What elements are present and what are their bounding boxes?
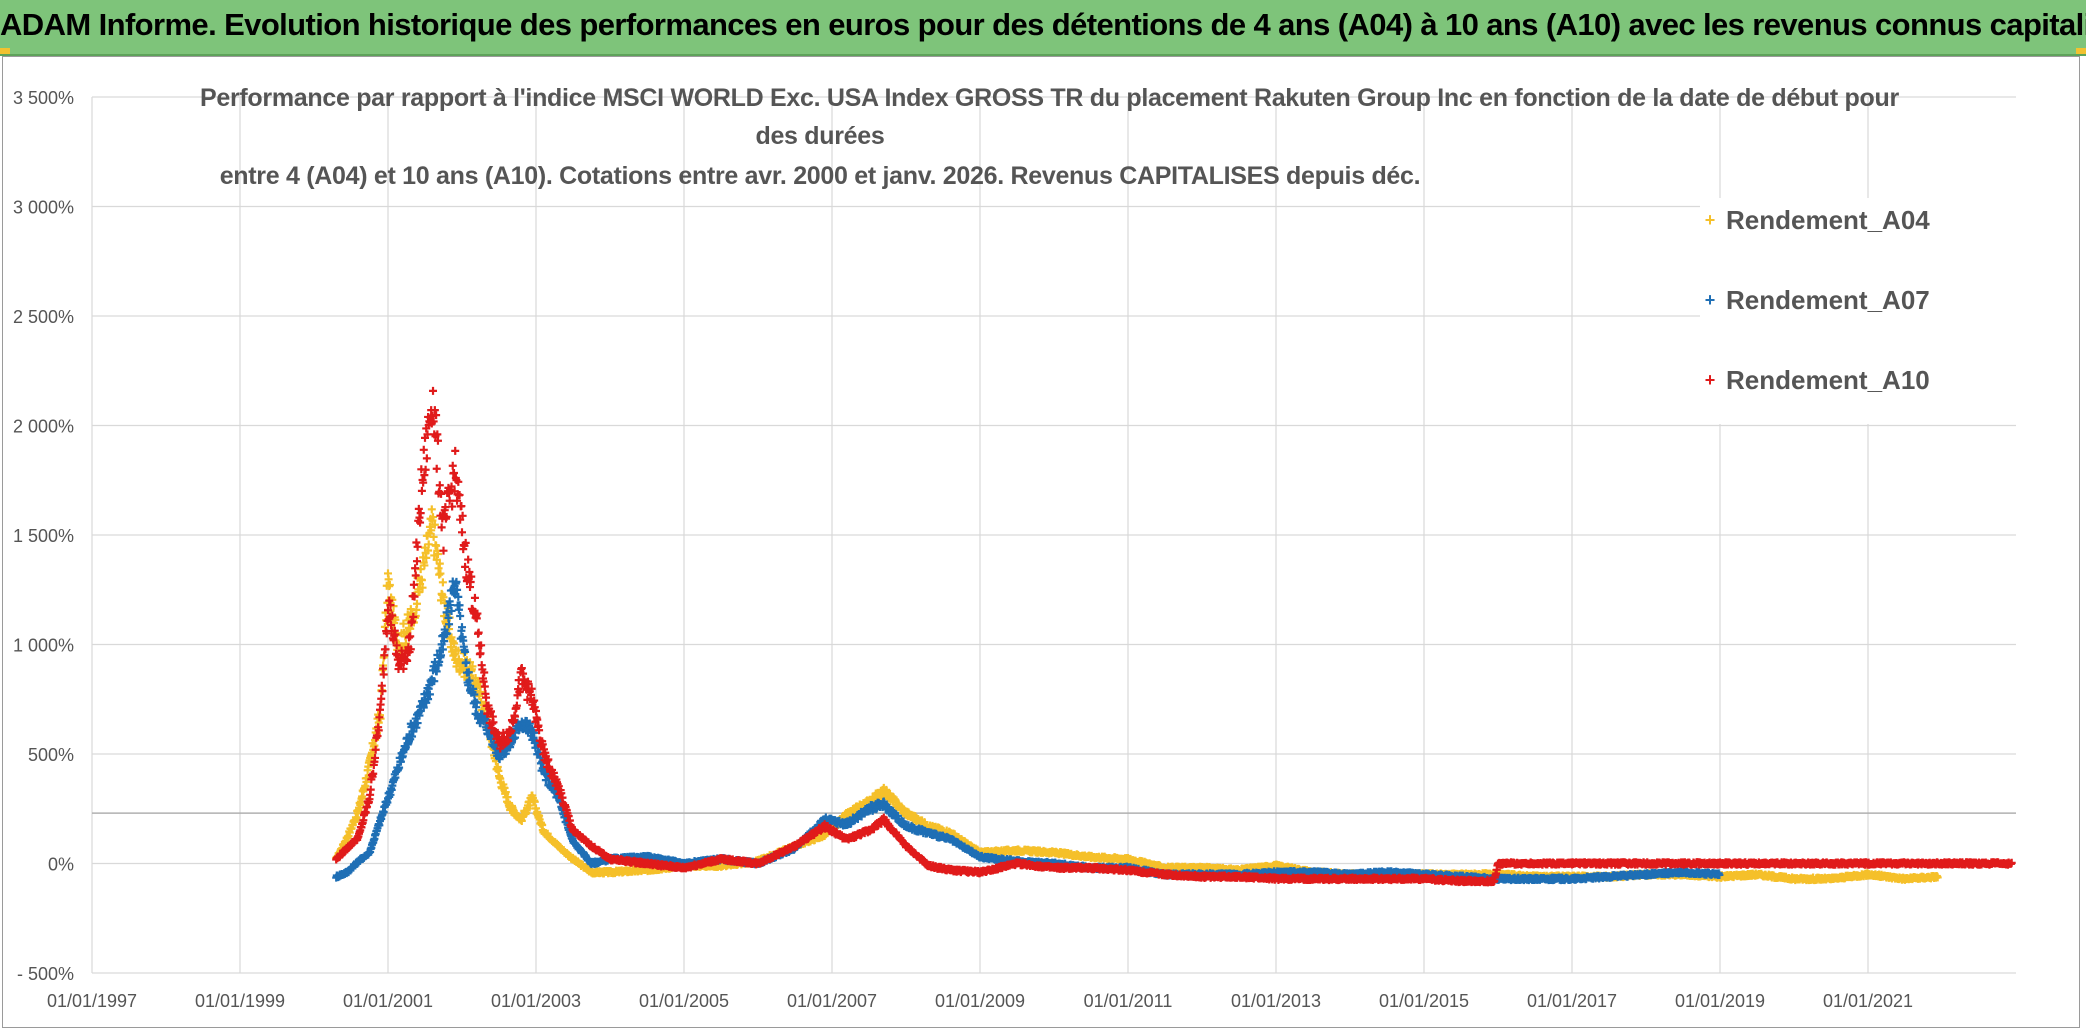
y-tick-label: 1 500%: [13, 526, 74, 546]
data-point-Rendement_A04: [438, 578, 447, 587]
data-point-Rendement_A10: [377, 694, 386, 703]
data-point-Rendement_A04: [433, 549, 442, 558]
data-point-Rendement_A04: [436, 569, 445, 578]
data-point-Rendement_A04: [427, 526, 436, 535]
data-point-Rendement_A10: [378, 687, 387, 696]
data-point-Rendement_A04: [399, 619, 408, 628]
data-point-Rendement_A04: [476, 688, 485, 697]
corner-accent-right: [2076, 48, 2086, 54]
data-point-Rendement_A04: [384, 575, 393, 584]
data-point-Rendement_A04: [525, 801, 534, 810]
data-point-Rendement_A04: [361, 781, 370, 790]
data-point-Rendement_A04: [429, 532, 438, 541]
data-point-Rendement_A04: [418, 583, 427, 592]
data-point-Rendement_A04: [449, 651, 458, 660]
y-tick-label: 1 000%: [13, 636, 74, 656]
data-point-Rendement_A07: [456, 612, 465, 621]
series-Rendement_A10: [332, 386, 2016, 887]
data-point-Rendement_A04: [391, 615, 400, 624]
data-point-Rendement_A04: [430, 520, 439, 529]
x-tick-label: 01/01/2007: [787, 991, 877, 1011]
data-point-Rendement_A10: [379, 670, 388, 679]
chart-frame: [2, 56, 2080, 1028]
data-point-Rendement_A04: [530, 797, 539, 806]
corner-accent-left: [0, 48, 10, 54]
y-tick-label: 500%: [28, 745, 74, 765]
data-point-Rendement_A04: [432, 541, 441, 550]
x-tick-label: 01/01/1997: [47, 991, 137, 1011]
banner-title: ADAM Informe. Evolution historique des p…: [0, 7, 2086, 42]
y-tick-label: 3 500%: [13, 88, 74, 108]
data-point-Rendement_A04: [435, 559, 444, 568]
x-tick-label: 01/01/2021: [1823, 991, 1913, 1011]
y-tick-label: 2 000%: [13, 417, 74, 437]
data-point-Rendement_A04: [449, 639, 458, 648]
y-tick-label: 3 000%: [13, 198, 74, 218]
data-point-Rendement_A04: [417, 576, 426, 585]
data-point-Rendement_A04: [406, 624, 415, 633]
data-point-Rendement_A04: [363, 774, 372, 783]
data-point-Rendement_A04: [468, 662, 477, 671]
data-point-Rendement_A04: [420, 561, 429, 570]
x-tick-label: 01/01/2019: [1675, 991, 1765, 1011]
data-point-Rendement_A04: [424, 540, 433, 549]
x-tick-label: 01/01/2001: [343, 991, 433, 1011]
x-tick-label: 01/01/2015: [1379, 991, 1469, 1011]
data-point-Rendement_A04: [376, 714, 385, 723]
x-tick-label: 01/01/2013: [1231, 991, 1321, 1011]
data-point-Rendement_A04: [475, 692, 484, 701]
header-banner: ADAM Informe. Evolution historique des p…: [0, 0, 2086, 56]
y-tick-label: - 500%: [17, 964, 74, 984]
data-point-Rendement_A04: [380, 622, 389, 631]
x-tick-label: 01/01/2005: [639, 991, 729, 1011]
data-point-Rendement_A04: [447, 633, 456, 642]
data-point-Rendement_A04: [385, 580, 394, 589]
data-point-Rendement_A04: [352, 813, 361, 822]
x-tick-label: 01/01/1999: [195, 991, 285, 1011]
y-tick-label: 2 500%: [13, 307, 74, 327]
data-point-Rendement_A04: [415, 587, 424, 596]
y-tick-label: 0%: [48, 855, 74, 875]
x-tick-label: 01/01/2009: [935, 991, 1025, 1011]
x-tick-label: 01/01/2011: [1084, 991, 1173, 1011]
x-tick-label: 01/01/2017: [1527, 991, 1617, 1011]
data-point-Rendement_A04: [422, 553, 431, 562]
x-tick-label: 01/01/2003: [491, 991, 581, 1011]
data-point-Rendement_A04: [427, 505, 436, 514]
data-point-Rendement_A04: [439, 593, 448, 602]
data-point-Rendement_A04: [429, 513, 438, 522]
data-point-Rendement_A04: [412, 599, 421, 608]
